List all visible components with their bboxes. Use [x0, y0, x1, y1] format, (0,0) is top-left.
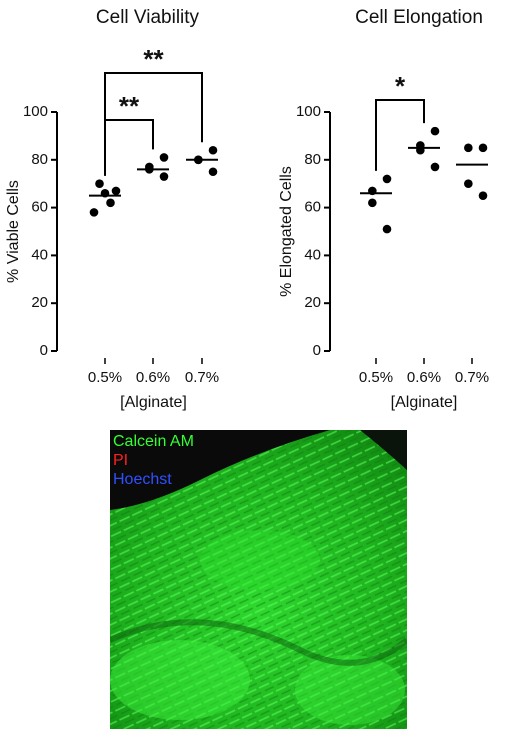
significance-bracket	[375, 99, 425, 171]
x-tick-label: 0.7%	[185, 369, 219, 386]
x-tick-label: 0.5%	[359, 369, 393, 386]
x-axis-label: [Alginate]	[391, 394, 458, 411]
channel-label: Hoechst	[113, 471, 172, 488]
micrograph	[110, 430, 407, 729]
data-point	[159, 153, 169, 162]
data-point	[368, 198, 377, 208]
x-tick-label: 0.6%	[407, 369, 441, 386]
data-point	[111, 186, 121, 196]
data-point	[464, 143, 473, 153]
chart-title: Cell Viability	[96, 7, 200, 28]
significance-label: *	[395, 71, 406, 101]
y-axis-label: % Elongated Cells	[278, 166, 295, 297]
x-tick-label: 0.6%	[136, 369, 170, 386]
channel-label: PI	[113, 452, 128, 469]
y-tick-label: 60	[31, 199, 48, 216]
data-point	[208, 145, 218, 155]
y-axis-label: % Viable Cells	[5, 180, 22, 283]
y-tick-label: 80	[304, 151, 321, 168]
y-tick-label: 0	[40, 342, 48, 359]
y-tick-label: 20	[304, 294, 321, 311]
significance-label: **	[119, 91, 140, 121]
x-axis-label: [Alginate]	[120, 394, 187, 411]
data-point	[382, 224, 392, 234]
chart-title: Cell Elongation	[355, 7, 483, 28]
data-point	[106, 198, 115, 208]
data-point	[430, 162, 440, 172]
data-point	[478, 143, 488, 153]
data-point	[430, 126, 440, 136]
x-tick-label: 0.7%	[455, 369, 489, 386]
x-tick-label: 0.5%	[88, 369, 122, 386]
y-tick-label: 100	[296, 103, 321, 120]
data-point	[208, 167, 218, 177]
data-point	[159, 172, 169, 181]
significance-label: **	[143, 44, 164, 74]
data-point	[382, 174, 392, 184]
significance-bracket	[104, 72, 203, 176]
y-tick-label: 100	[23, 103, 48, 120]
y-tick-label: 40	[31, 246, 48, 263]
channel-label: Calcein AM	[113, 433, 194, 450]
y-tick-label: 40	[304, 246, 321, 263]
data-point	[89, 208, 99, 217]
y-tick-label: 80	[31, 151, 48, 168]
y-tick-label: 0	[313, 342, 321, 359]
y-tick-label: 60	[304, 199, 321, 216]
data-point	[464, 179, 473, 188]
data-point	[478, 191, 488, 200]
data-point	[95, 179, 104, 188]
y-tick-label: 20	[31, 294, 48, 311]
